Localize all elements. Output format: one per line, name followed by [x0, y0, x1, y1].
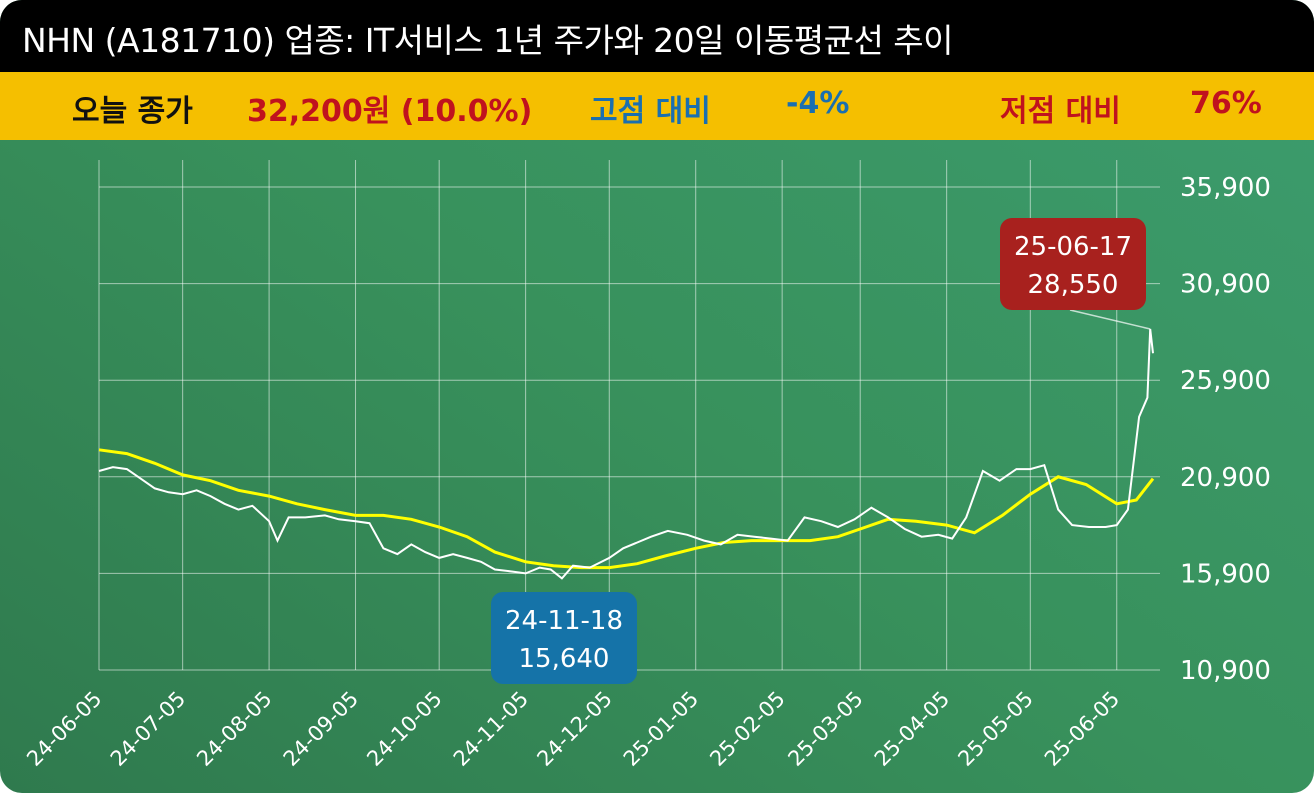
low-compare-label: 저점 대비: [1000, 94, 1121, 129]
x-tick-label: 24-07-05: [106, 687, 190, 771]
high-callout-value: 28,550: [1028, 270, 1119, 300]
x-tick-label: 24-11-05: [449, 687, 533, 771]
close-value: 32,200원 (10.0%): [247, 94, 533, 129]
low-compare-value: 76%: [1190, 86, 1262, 121]
y-tick-label: 10,900: [1180, 656, 1271, 686]
high-callout-box: [1000, 218, 1146, 310]
y-axis-ticks: 35,900 30,900 25,900 20,900 15,900 10,900: [1180, 173, 1271, 686]
x-tick-label: 25-02-05: [705, 687, 789, 771]
low-callout-date: 24-11-18: [505, 606, 623, 636]
x-tick-label: 25-06-05: [1040, 687, 1124, 771]
high-callout-leader: [1069, 309, 1151, 330]
x-tick-label: 25-05-05: [953, 687, 1037, 771]
ma20-line: [98, 448, 1155, 570]
x-tick-label: 24-09-05: [279, 687, 363, 771]
y-tick-label: 35,900: [1180, 173, 1271, 203]
x-tick-label: 24-12-05: [532, 687, 616, 771]
x-tick-label: 25-01-05: [619, 687, 703, 771]
title-bar: NHN (A181710) 업종: IT서비스 1년 주가와 20일 이동평균선…: [0, 0, 1314, 72]
y-tick-label: 30,900: [1180, 270, 1271, 300]
x-tick-label: 24-08-05: [192, 687, 276, 771]
price-line: [98, 328, 1154, 580]
high-compare-value: -4%: [786, 86, 850, 121]
y-tick-label: 20,900: [1180, 463, 1271, 493]
high-callout-date: 25-06-17: [1014, 232, 1132, 262]
x-tick-label: 25-04-05: [870, 687, 954, 771]
x-tick-label: 25-03-05: [783, 687, 867, 771]
x-tick-label: 24-06-05: [22, 687, 106, 771]
x-axis-ticks: 24-06-05 24-07-05 24-08-05 24-09-05 24-10-05…: [22, 687, 1124, 771]
low-callout-value: 15,640: [519, 644, 610, 674]
high-compare-label: 고점 대비: [590, 94, 711, 129]
low-callout-box: [491, 592, 637, 684]
chart-title: NHN (A181710) 업종: IT서비스 1년 주가와 20일 이동평균선…: [22, 21, 954, 60]
stats-bar: 오늘 종가 32,200원 (10.0%) 고점 대비 -4% 저점 대비 76…: [0, 72, 1314, 140]
x-tick-label: 24-10-05: [362, 687, 446, 771]
close-label: 오늘 종가: [72, 94, 193, 129]
y-tick-label: 25,900: [1180, 366, 1271, 396]
callouts: 25-06-17 28,550 24-11-18 15,640: [491, 218, 1151, 684]
y-tick-label: 15,900: [1180, 559, 1271, 589]
